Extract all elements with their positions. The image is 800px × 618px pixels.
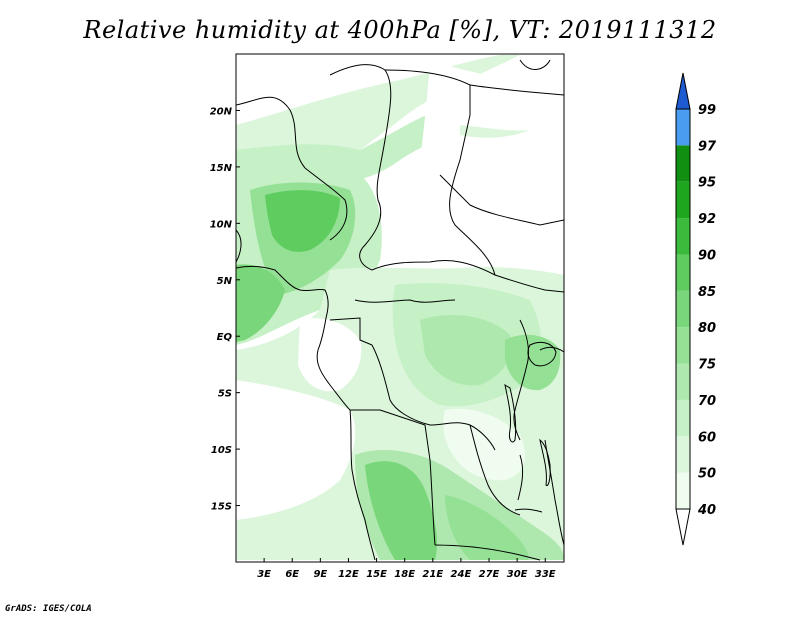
colorbar-box xyxy=(676,290,690,328)
lon-tick-label: 3E xyxy=(257,569,271,580)
longitude-axis: 3E 6E 9E 12E 15E 18E 21E 24E 27E 30E 33E xyxy=(257,558,556,580)
colorbar-label: 40 xyxy=(697,503,716,518)
dry-region xyxy=(236,380,356,520)
colorbar-box xyxy=(676,181,690,219)
plot-frame xyxy=(235,53,565,563)
colorbar-box xyxy=(676,399,690,437)
colorbar-box xyxy=(676,145,690,182)
colorbar-label: 99 xyxy=(698,103,716,118)
colorbar-label: 92 xyxy=(698,212,716,227)
humidity-region xyxy=(365,461,437,560)
colorbar-box xyxy=(676,436,690,473)
humidity-region xyxy=(236,264,285,342)
colorbar-label: 50 xyxy=(698,467,716,482)
colorbar-box xyxy=(676,327,690,364)
humidity-field xyxy=(236,55,564,560)
grads-credit: GrADS: IGES/COLA xyxy=(5,604,92,614)
colorbar-label: 80 xyxy=(698,321,716,336)
lat-tick-label: EQ xyxy=(217,332,233,343)
lake-victoria xyxy=(527,341,557,367)
humidity-region xyxy=(460,125,530,138)
colorbar-label: 70 xyxy=(698,394,716,409)
lat-tick-label: 15N xyxy=(210,163,233,174)
dry-region xyxy=(298,318,362,392)
lon-tick-label: 33E xyxy=(535,569,556,580)
lon-tick-label: 18E xyxy=(394,569,415,580)
latitude-axis: 20N 15N 10N 5N EQ 5S 10S 15S xyxy=(210,106,240,513)
lakes xyxy=(504,341,557,513)
colorbar-box xyxy=(676,363,690,400)
lat-tick-label: 5S xyxy=(218,389,232,400)
lon-tick-label: 24E xyxy=(451,569,472,580)
lon-tick-label: 9E xyxy=(313,569,327,580)
colorbar-label: 95 xyxy=(698,176,716,191)
humidity-region xyxy=(265,190,340,252)
lon-tick-label: 15E xyxy=(366,569,387,580)
colorbar-label: 60 xyxy=(698,430,716,445)
lat-tick-label: 10N xyxy=(210,219,233,230)
colorbar-box xyxy=(676,109,690,146)
lake-tanganyika xyxy=(504,383,517,443)
colorbar-frame xyxy=(675,108,691,510)
map-title: Relative humidity at 400hPa [%], VT: 201… xyxy=(83,16,717,44)
colorbar-box xyxy=(676,218,690,255)
lon-tick-label: 21E xyxy=(422,569,443,580)
lon-tick-label: 12E xyxy=(338,569,359,580)
lat-tick-label: 20N xyxy=(210,106,233,117)
lon-tick-label: 30E xyxy=(507,569,528,580)
lat-tick-label: 5N xyxy=(217,276,233,287)
humidity-region xyxy=(420,315,512,386)
lake-malawi xyxy=(539,438,551,487)
colorbar-label: 75 xyxy=(698,358,716,373)
lake-kariba xyxy=(514,508,543,513)
colorbar-label: 90 xyxy=(698,248,716,263)
colorbar-min-arrow xyxy=(675,508,691,546)
lon-tick-label: 6E xyxy=(285,569,299,580)
colorbar: 40 50 60 70 75 80 85 90 92 95 97 99 xyxy=(675,72,717,546)
dry-region xyxy=(416,60,564,270)
colorbar-box xyxy=(676,472,690,509)
dry-region xyxy=(443,408,525,481)
colorbar-box xyxy=(676,254,690,291)
colorbar-label: 85 xyxy=(698,285,716,300)
colorbar-max-arrow xyxy=(675,72,691,110)
humidity-region xyxy=(445,495,529,560)
colorbar-label: 97 xyxy=(698,139,717,154)
lon-tick-label: 27E xyxy=(479,569,500,580)
country-borders xyxy=(236,59,564,561)
lat-tick-label: 10S xyxy=(211,445,232,456)
lat-tick-label: 15S xyxy=(211,502,232,513)
